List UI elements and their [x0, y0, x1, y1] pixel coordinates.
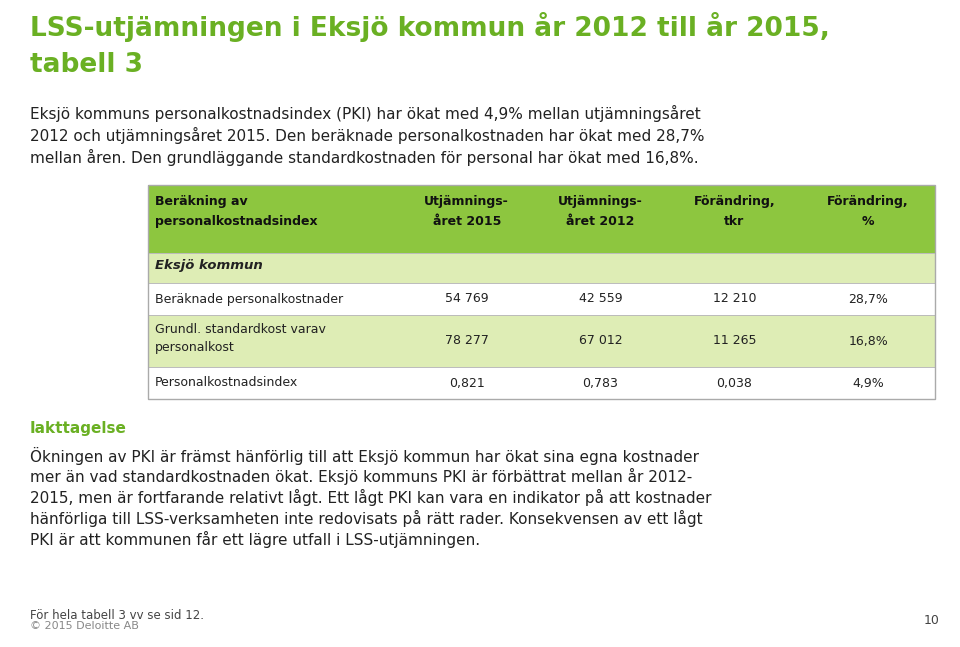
Text: 12 210: 12 210	[712, 292, 756, 305]
Text: 78 277: 78 277	[444, 334, 489, 347]
Text: 0,038: 0,038	[716, 377, 753, 389]
Text: PKI är att kommunen får ett lägre utfall i LSS-utjämningen.: PKI är att kommunen får ett lägre utfall…	[30, 531, 480, 548]
Text: mellan åren. Den grundläggande standardkostnaden för personal har ökat med 16,8%: mellan åren. Den grundläggande standardk…	[30, 149, 699, 166]
Text: Förändring,: Förändring,	[693, 195, 775, 208]
Text: 2012 och utjämningsåret 2015. Den beräknade personalkostnaden har ökat med 28,7%: 2012 och utjämningsåret 2015. Den beräkn…	[30, 127, 705, 144]
Text: Utjämnings-: Utjämnings-	[558, 195, 643, 208]
Text: 67 012: 67 012	[579, 334, 622, 347]
Text: Beräkning av: Beräkning av	[155, 195, 248, 208]
Text: Utjämnings-: Utjämnings-	[424, 195, 509, 208]
Text: 28,7%: 28,7%	[849, 292, 888, 305]
Text: Iakttagelse: Iakttagelse	[30, 421, 127, 436]
Text: 2015, men är fortfarande relativt lågt. Ett lågt PKI kan vara en indikator på at: 2015, men är fortfarande relativt lågt. …	[30, 489, 711, 506]
Text: Ökningen av PKI är främst hänförlig till att Eksjö kommun har ökat sina egna kos: Ökningen av PKI är främst hänförlig till…	[30, 447, 699, 465]
Text: 4,9%: 4,9%	[852, 377, 884, 389]
Bar	[148, 283, 935, 315]
Text: 0,821: 0,821	[449, 377, 485, 389]
Bar	[148, 367, 935, 399]
Text: 16,8%: 16,8%	[849, 334, 888, 347]
Text: 11 265: 11 265	[712, 334, 756, 347]
Text: året 2012: året 2012	[566, 215, 635, 228]
Text: För hela tabell 3 vv se sid 12.: För hela tabell 3 vv se sid 12.	[30, 609, 204, 622]
Text: personalkostnadsindex: personalkostnadsindex	[155, 215, 318, 228]
Text: hänförliga till LSS-verksamheten inte redovisats på rätt rader. Konsekvensen av : hänförliga till LSS-verksamheten inte re…	[30, 510, 703, 527]
Text: mer än vad standardkostnaden ökat. Eksjö kommuns PKI är förbättrat mellan år 201: mer än vad standardkostnaden ökat. Eksjö…	[30, 468, 692, 485]
Text: Eksjö kommuns personalkostnadsindex (PKI) har ökat med 4,9% mellan utjämningsåre: Eksjö kommuns personalkostnadsindex (PKI…	[30, 105, 701, 122]
Text: Beräknade personalkostnader: Beräknade personalkostnader	[155, 292, 343, 305]
Text: © 2015 Deloitte AB: © 2015 Deloitte AB	[30, 621, 139, 631]
Text: 54 769: 54 769	[444, 292, 489, 305]
Text: 10: 10	[924, 614, 940, 627]
Text: året 2015: året 2015	[433, 215, 501, 228]
Text: Förändring,: Förändring,	[828, 195, 909, 208]
Text: tabell 3: tabell 3	[30, 52, 143, 78]
Bar	[148, 185, 935, 399]
Text: Personalkostnadsindex: Personalkostnadsindex	[155, 377, 299, 389]
Bar	[148, 253, 935, 283]
Text: LSS-utjämningen i Eksjö kommun år 2012 till år 2015,: LSS-utjämningen i Eksjö kommun år 2012 t…	[30, 12, 829, 42]
Text: personalkost: personalkost	[155, 341, 235, 354]
Text: Grundl. standardkost varav: Grundl. standardkost varav	[155, 323, 325, 336]
Text: tkr: tkr	[724, 215, 744, 228]
Bar	[148, 185, 935, 253]
Text: 42 559: 42 559	[579, 292, 622, 305]
Bar	[148, 315, 935, 367]
Text: Eksjö kommun: Eksjö kommun	[155, 259, 263, 272]
Text: %: %	[862, 215, 875, 228]
Text: 0,783: 0,783	[583, 377, 618, 389]
